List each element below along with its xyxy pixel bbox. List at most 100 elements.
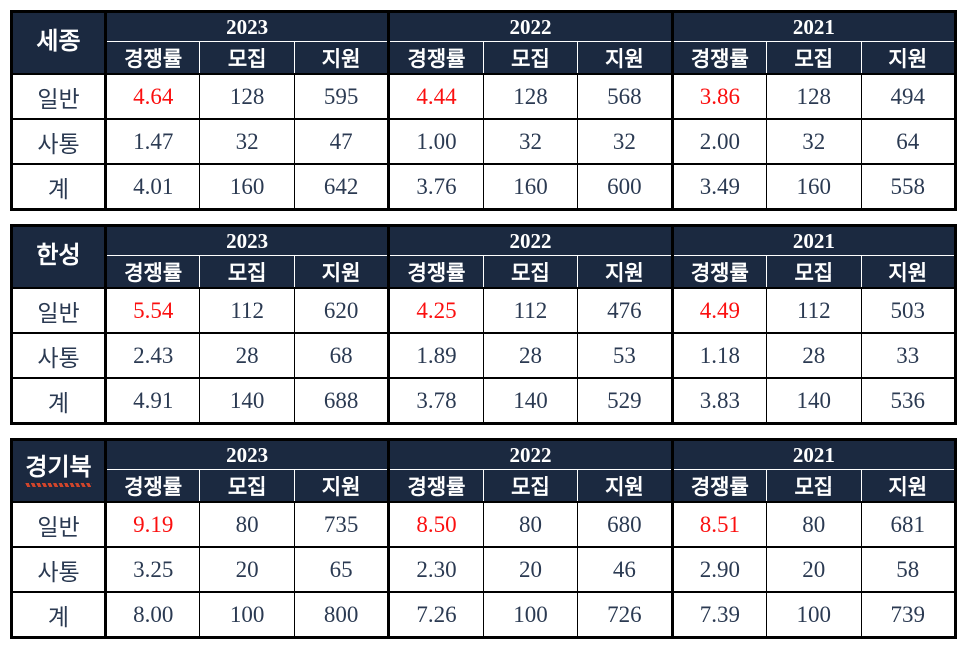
- admission-table: 한성 2023 2022 2021 경쟁률 모집 지원 경쟁률 모집 지원 경쟁률 모집 지원 일반 5.5…: [10, 224, 957, 425]
- value-cell: 1.18: [670, 332, 768, 379]
- value-cell: 140: [766, 377, 862, 424]
- value-cell: 735: [293, 501, 390, 548]
- subheader-cell: 경쟁률: [387, 41, 484, 75]
- year-header-cell: 2022: [387, 439, 673, 470]
- value-cell: 600: [577, 163, 673, 210]
- value-cell: 68: [293, 332, 390, 379]
- school-name-cell: 세종: [11, 11, 107, 75]
- school-name-with-squiggle-underline: 경기북: [25, 455, 91, 488]
- value-cell: 32: [766, 118, 862, 165]
- row-label-cell: 사통: [11, 546, 107, 593]
- value-cell: 558: [860, 163, 956, 210]
- value-cell: 2.43: [104, 332, 201, 379]
- value-cell: 688: [293, 377, 390, 424]
- table-row: 계 4.01 160 642 3.76 160 600 3.49 160 558: [11, 163, 956, 210]
- value-cell: 47: [293, 118, 390, 165]
- competition-rate-highlighted-cell: 4.49: [670, 287, 768, 334]
- competition-rate-highlighted-cell: 3.86: [670, 73, 768, 120]
- table-row: 일반 4.64 128 595 4.44 128 568 3.86 128 494: [11, 73, 956, 120]
- value-cell: 3.83: [670, 377, 768, 424]
- row-label-cell: 일반: [11, 287, 107, 334]
- table-row: 사통 3.25 20 65 2.30 20 46 2.90 20 58: [11, 546, 956, 593]
- competition-rate-highlighted-cell: 4.44: [387, 73, 484, 120]
- school-name: 한성: [36, 243, 81, 270]
- value-cell: 4.91: [104, 377, 201, 424]
- subheader-cell: 경쟁률: [670, 469, 767, 503]
- value-cell: 2.90: [670, 546, 768, 593]
- subheader-cell: 경쟁률: [104, 469, 200, 503]
- value-cell: 595: [293, 73, 390, 120]
- school-name-cell: 경기북: [11, 439, 107, 503]
- value-cell: 1.00: [387, 118, 484, 165]
- value-cell: 33: [860, 332, 956, 379]
- row-label-cell: 계: [11, 163, 107, 210]
- value-cell: 7.39: [670, 591, 768, 638]
- subheader-cell: 모집: [766, 255, 861, 289]
- value-cell: 58: [860, 546, 956, 593]
- table-row: 일반 5.54 112 620 4.25 112 476 4.49 112 503: [11, 287, 956, 334]
- value-cell: 2.00: [670, 118, 768, 165]
- row-label-cell: 사통: [11, 332, 107, 379]
- value-cell: 620: [293, 287, 390, 334]
- value-cell: 53: [577, 332, 673, 379]
- subheader-cell: 모집: [199, 41, 295, 75]
- subheader-cell: 지원: [577, 255, 673, 289]
- table-row: 계 4.91 140 688 3.78 140 529 3.83 140 536: [11, 377, 956, 424]
- subheader-cell: 모집: [482, 41, 578, 75]
- value-cell: 64: [860, 118, 956, 165]
- table-row: 일반 9.19 80 735 8.50 80 680 8.51 80 681: [11, 501, 956, 548]
- value-cell: 140: [199, 377, 295, 424]
- value-cell: 536: [860, 377, 956, 424]
- value-cell: 3.25: [104, 546, 201, 593]
- subheader-cell: 경쟁률: [104, 41, 200, 75]
- value-cell: 680: [577, 501, 673, 548]
- value-cell: 100: [199, 591, 295, 638]
- value-cell: 112: [766, 287, 862, 334]
- competition-rate-highlighted-cell: 5.54: [104, 287, 201, 334]
- admission-table: 세종 2023 2022 2021 경쟁률 모집 지원 경쟁률 모집 지원 경쟁률 모집 지원 일반 4.6…: [10, 10, 957, 211]
- value-cell: 800: [293, 591, 390, 638]
- subheader-cell: 지원: [293, 469, 389, 503]
- row-label-cell: 계: [11, 591, 107, 638]
- row-label-cell: 일반: [11, 73, 107, 120]
- value-cell: 681: [860, 501, 956, 548]
- subheader-cell: 지원: [860, 469, 956, 503]
- competition-rate-highlighted-cell: 4.64: [104, 73, 201, 120]
- school-name: 세종: [36, 29, 81, 56]
- value-cell: 160: [766, 163, 862, 210]
- row-label-cell: 계: [11, 377, 107, 424]
- year-header-cell: 2021: [670, 225, 956, 256]
- value-cell: 80: [482, 501, 579, 548]
- value-cell: 80: [766, 501, 862, 548]
- year-header-cell: 2023: [105, 439, 389, 470]
- value-cell: 160: [199, 163, 295, 210]
- subheader-cell: 모집: [199, 469, 295, 503]
- admission-table: 경기북 2023 2022 2021 경쟁률 모집 지원 경쟁률 모집 지원 경쟁률 모집 지원 일반 9.…: [10, 438, 957, 639]
- competition-rate-highlighted-cell: 8.51: [670, 501, 768, 548]
- competition-rate-highlighted-cell: 4.25: [387, 287, 484, 334]
- value-cell: 32: [199, 118, 295, 165]
- value-cell: 7.26: [387, 591, 484, 638]
- value-cell: 1.47: [104, 118, 201, 165]
- subheader-cell: 경쟁률: [670, 41, 767, 75]
- subheader-cell: 지원: [577, 469, 673, 503]
- value-cell: 529: [577, 377, 673, 424]
- value-cell: 642: [293, 163, 390, 210]
- value-cell: 568: [577, 73, 673, 120]
- value-cell: 3.78: [387, 377, 484, 424]
- row-label-cell: 일반: [11, 501, 107, 548]
- year-header-cell: 2021: [670, 439, 956, 470]
- value-cell: 28: [766, 332, 862, 379]
- subheader-cell: 지원: [293, 255, 389, 289]
- subheader-cell: 경쟁률: [387, 255, 484, 289]
- school-name-cell: 한성: [11, 225, 107, 289]
- subheader-cell: 경쟁률: [387, 469, 484, 503]
- value-cell: 65: [293, 546, 390, 593]
- subheader-cell: 지원: [577, 41, 673, 75]
- competition-rate-highlighted-cell: 9.19: [104, 501, 201, 548]
- subheader-cell: 경쟁률: [104, 255, 200, 289]
- value-cell: 32: [577, 118, 673, 165]
- value-cell: 112: [482, 287, 579, 334]
- value-cell: 4.01: [104, 163, 201, 210]
